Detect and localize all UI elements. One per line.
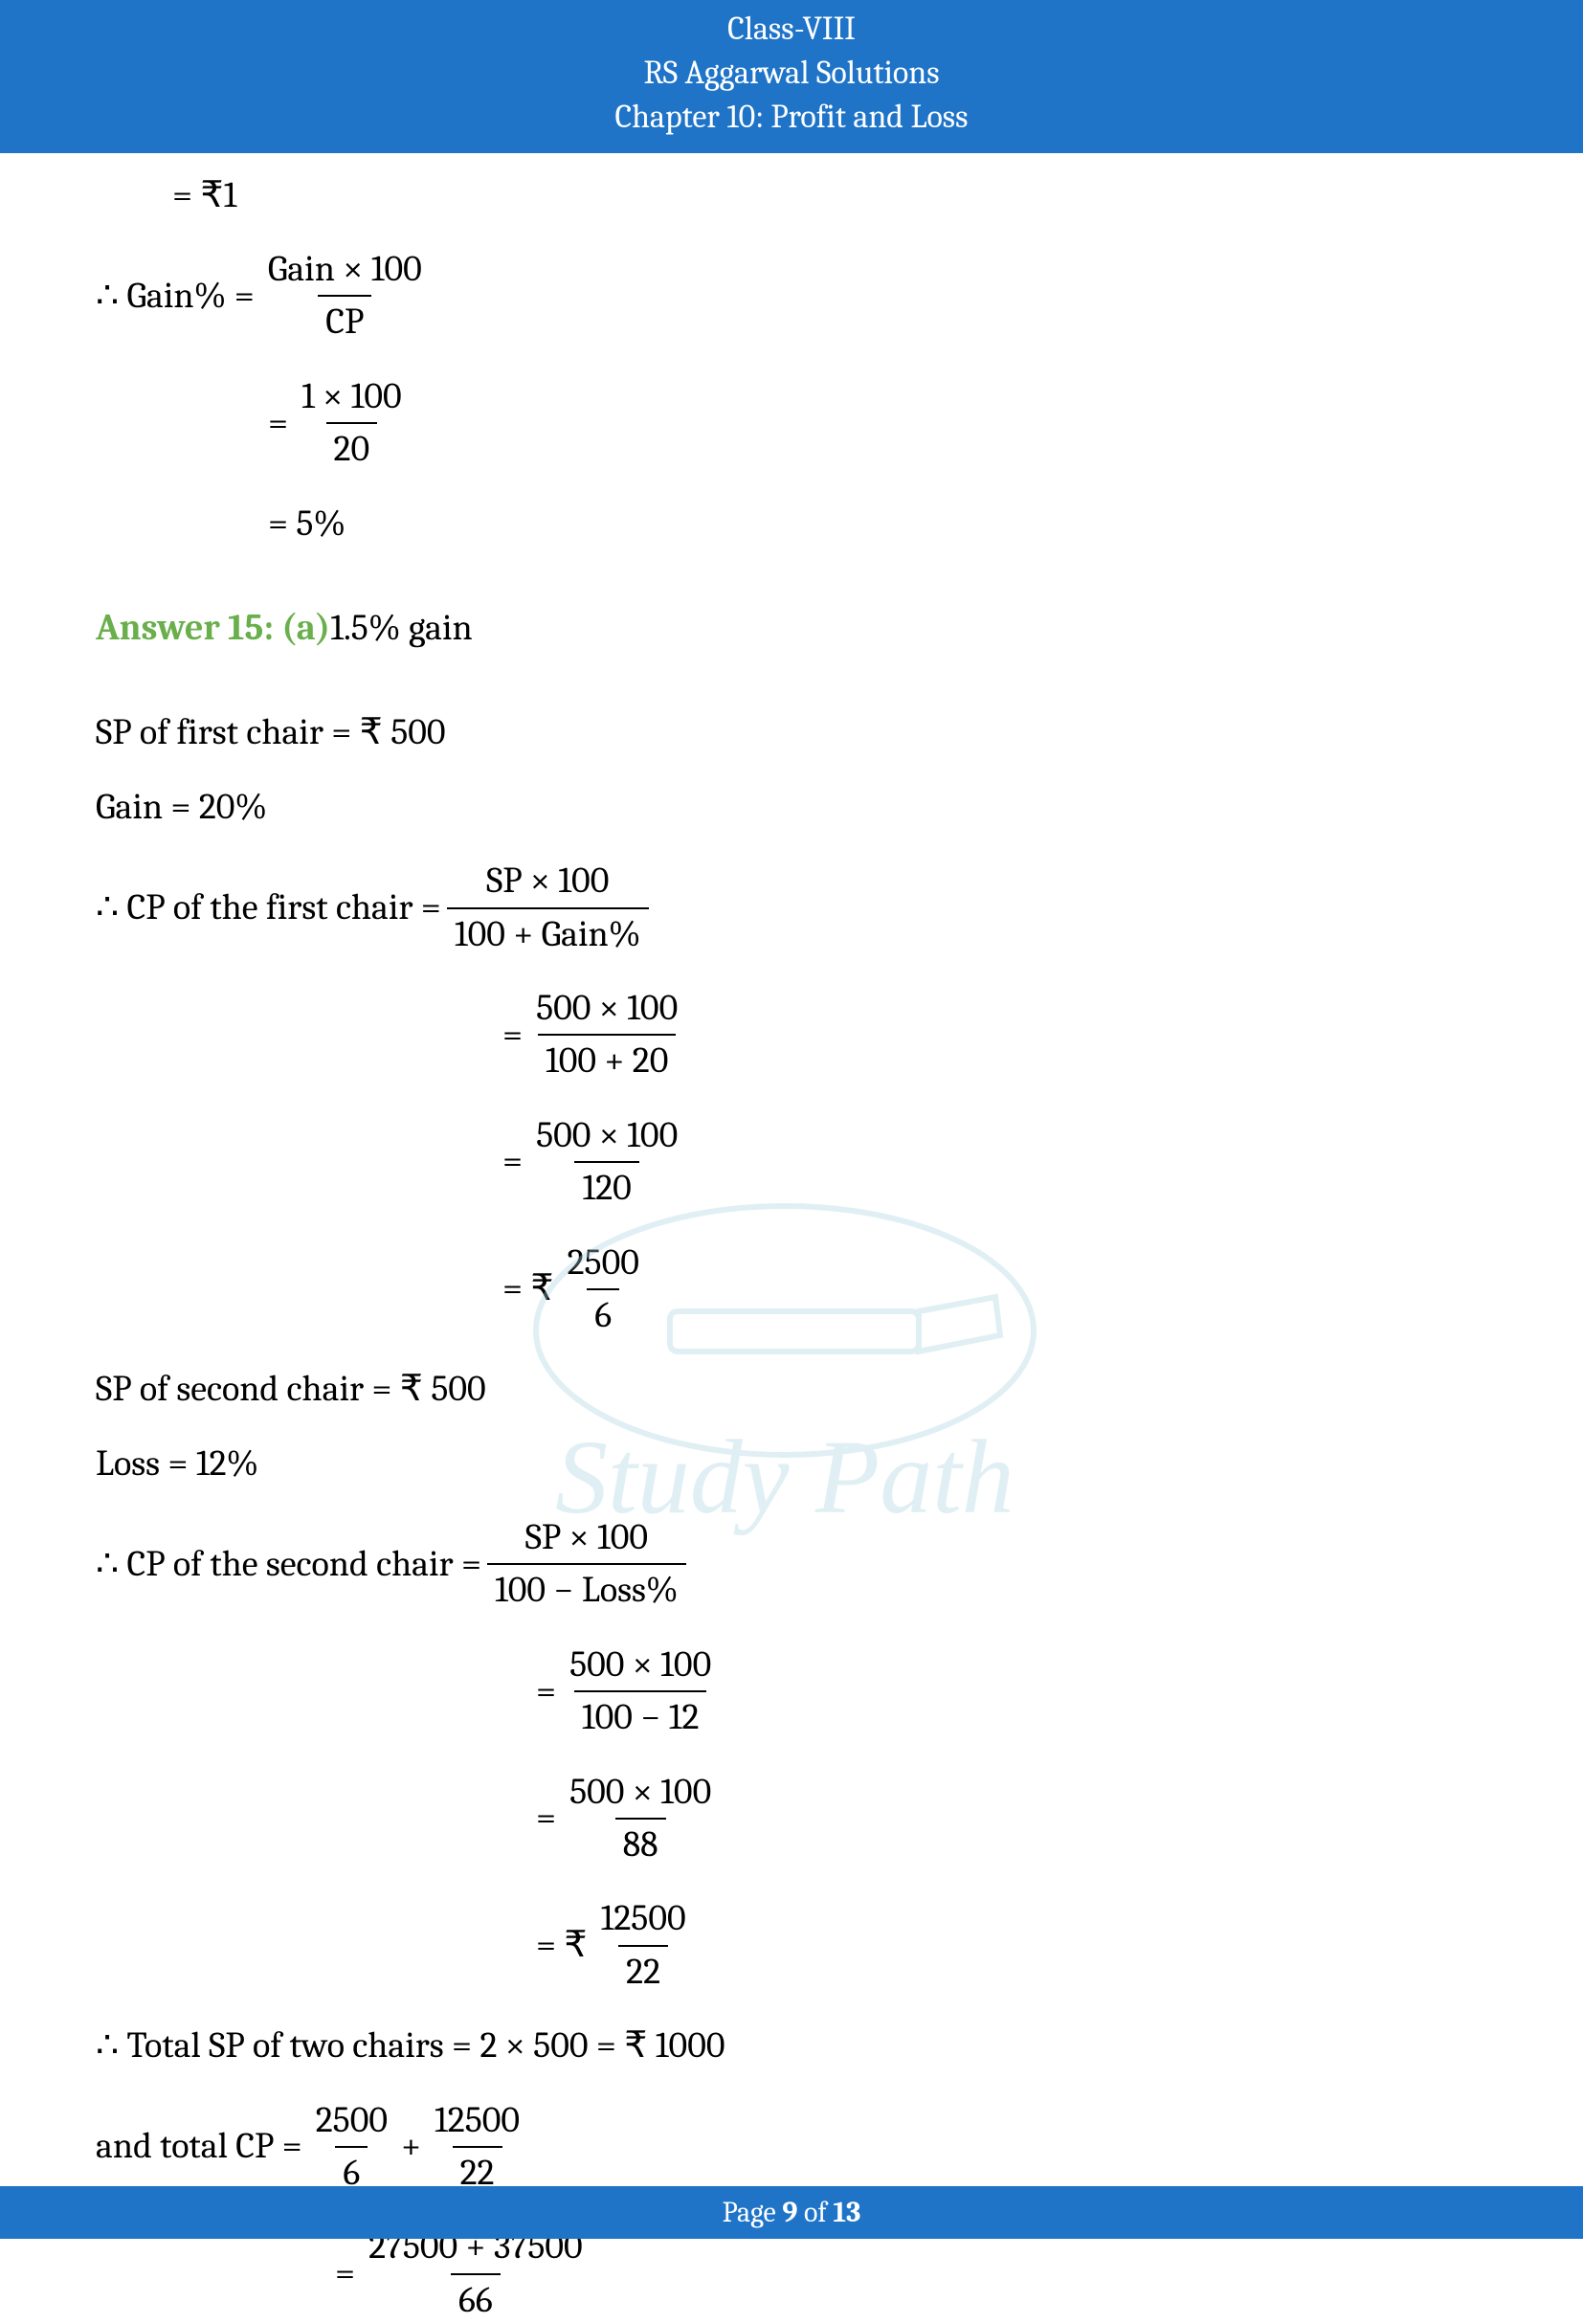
- cp-second-step2: = 500 × 100 100 − 12: [96, 1642, 1487, 1742]
- fraction: 27500 + 37500 66: [361, 2223, 591, 2324]
- fraction: 12500 22: [427, 2097, 527, 2198]
- document-header: Class-VIII RS Aggarwal Solutions Chapter…: [0, 0, 1583, 153]
- fraction: 2500 6: [308, 2097, 395, 2198]
- fraction: 500 × 100 100 − 12: [562, 1642, 719, 1742]
- fraction: SP × 100 100 + Gain%: [447, 858, 649, 958]
- fraction: 500 × 100 100 + 20: [528, 985, 685, 1085]
- gain-calc-step1: = 1 × 100 20: [96, 373, 1487, 474]
- cp-second-step3: = 500 × 100 88: [96, 1769, 1487, 1869]
- cp-first-formula: ∴ CP of the first chair = SP × 100 100 +…: [96, 858, 1487, 958]
- eq-rupee-1: = ₹1: [96, 172, 1487, 219]
- document-content: = ₹1 ∴ Gain% = Gain × 100 CP = 1 × 100 2…: [0, 153, 1583, 2324]
- total-cp: and total CP = 2500 6 + 12500 22: [96, 2097, 1487, 2198]
- gain-percent-formula: ∴ Gain% = Gain × 100 CP: [96, 246, 1487, 346]
- sp-first-chair: SP of first chair = ₹ 500: [96, 709, 1487, 756]
- cp-first-step2: = 500 × 100 100 + 20: [96, 985, 1487, 1085]
- gain-result: = 5%: [96, 501, 1487, 547]
- cp-first-step3: = 500 × 100 120: [96, 1112, 1487, 1213]
- total-sp: ∴ Total SP of two chairs = 2 × 500 = ₹ 1…: [96, 2022, 1487, 2069]
- loss-12: Loss = 12%: [96, 1441, 1487, 1487]
- fraction: 12500 22: [593, 1895, 694, 1996]
- answer-15: Answer 15: (a) 1.5% gain: [96, 605, 1487, 652]
- cp-second-formula: ∴ CP of the second chair = SP × 100 100 …: [96, 1514, 1487, 1615]
- header-chapter: Chapter 10: Profit and Loss: [0, 96, 1583, 140]
- document-footer: Page 9 of 13: [0, 2186, 1583, 2239]
- total-cp-step2: = 27500 + 37500 66: [96, 2223, 1487, 2324]
- fraction: 500 × 100 88: [562, 1769, 719, 1869]
- fraction: SP × 100 100 − Loss%: [487, 1514, 686, 1615]
- header-class: Class-VIII: [0, 8, 1583, 52]
- gain-20: Gain = 20%: [96, 784, 1487, 831]
- cp-second-step4: = ₹ 12500 22: [96, 1895, 1487, 1996]
- fraction: 500 × 100 120: [528, 1112, 685, 1213]
- sp-second-chair: SP of second chair = ₹ 500: [96, 1366, 1487, 1413]
- header-book: RS Aggarwal Solutions: [0, 52, 1583, 96]
- cp-first-step4: = ₹ 2500 6: [96, 1240, 1487, 1340]
- page-number: 9: [782, 2196, 797, 2229]
- fraction: Gain × 100 CP: [260, 246, 430, 346]
- fraction: 2500 6: [560, 1240, 647, 1340]
- fraction: 1 × 100 20: [294, 373, 410, 474]
- total-pages: 13: [833, 2196, 860, 2229]
- answer-label: Answer 15: (a): [96, 605, 330, 652]
